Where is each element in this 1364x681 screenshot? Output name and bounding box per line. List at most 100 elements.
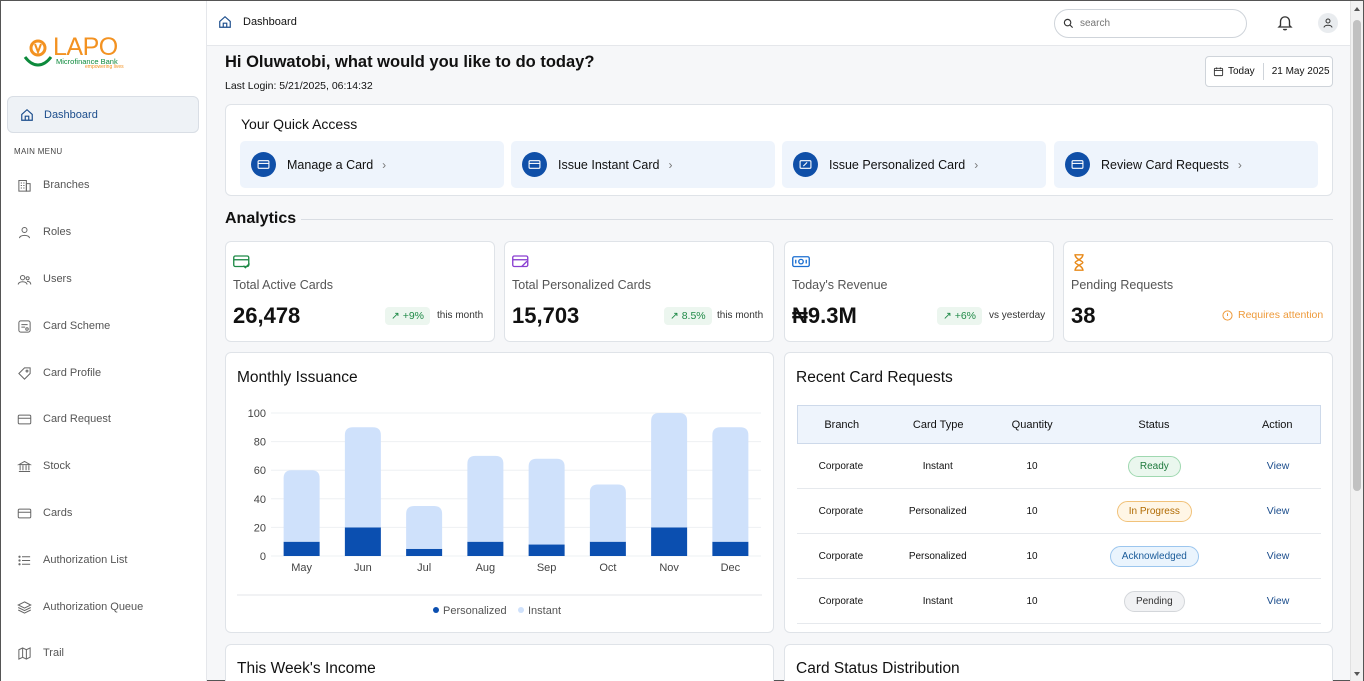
bar-personalized-sep <box>528 544 565 556</box>
sidebar-item-label: Dashboard <box>44 108 98 121</box>
stat-card-active-cards: Total Active Cards 26,478 ↗ +9% this mon… <box>225 241 495 342</box>
breadcrumb[interactable]: Dashboard <box>218 15 297 29</box>
search-input[interactable] <box>1080 18 1230 29</box>
x-tick-label: Nov <box>659 562 679 574</box>
view-link[interactable]: View <box>1266 550 1290 562</box>
recent-card-requests-panel: Recent Card Requests Branch Card Type Qu… <box>784 352 1333 633</box>
review-card-requests-button[interactable]: Review Card Requests › <box>1054 141 1318 188</box>
x-tick-label: May <box>291 562 312 574</box>
bell-icon[interactable] <box>1276 13 1294 32</box>
bar-personalized-dec <box>712 541 749 556</box>
page-scrollbar[interactable] <box>1350 1 1363 681</box>
bar-personalized-jun <box>344 527 381 556</box>
chevron-right-icon: › <box>974 157 979 172</box>
stat-card-pending: Pending Requests 38 Requires attention <box>1063 241 1333 342</box>
cell-action: View <box>1235 595 1321 607</box>
bar-instant-oct <box>589 484 626 542</box>
search-box[interactable] <box>1054 9 1247 38</box>
date-value: 21 May 2025 <box>1271 66 1330 77</box>
brand-name: LAPO <box>53 33 118 61</box>
scroll-down-arrow-icon[interactable] <box>1354 672 1360 676</box>
table-row: Corporate Instant 10 Ready View <box>797 444 1321 489</box>
sidebar-item-label: Authorization Queue <box>43 601 144 613</box>
user-avatar[interactable] <box>1318 13 1338 33</box>
legend-marker <box>433 607 439 613</box>
monthly-issuance-chart: 0 20 40 60 80 100 May Jun Jul Aug Sep Oct Nov Dec Pers… <box>237 408 762 617</box>
sidebar-item-users[interactable]: Users <box>17 269 72 289</box>
cell-card-type: Personalized <box>908 505 967 517</box>
weekly-income-panel: This Week's Income <box>225 644 774 681</box>
view-link[interactable]: View <box>1266 595 1290 607</box>
search-icon <box>1063 18 1074 29</box>
bar-personalized-jul <box>406 548 443 556</box>
sidebar-item-authorization-list[interactable]: Authorization List <box>17 550 127 570</box>
sidebar-item-label: Roles <box>43 226 72 238</box>
quick-access-label: Issue Personalized Card <box>829 157 966 172</box>
building-icon <box>18 179 31 192</box>
cell-action: View <box>1235 460 1321 472</box>
issue-personalized-card-button[interactable]: Issue Personalized Card › <box>782 141 1046 188</box>
cell-action: View <box>1235 505 1321 517</box>
tag-icon <box>18 366 31 380</box>
stat-label: Today's Revenue <box>792 278 888 292</box>
stat-period: this month <box>717 310 764 321</box>
col-status: Status <box>1138 418 1170 431</box>
bar-personalized-may <box>283 541 320 556</box>
sidebar-item-card-profile[interactable]: Card Profile <box>17 363 101 383</box>
top-bar: Dashboard <box>207 1 1363 46</box>
stat-card-personalized-cards: Total Personalized Cards 15,703 ↗ 8.5% t… <box>504 241 774 342</box>
quick-access-label: Manage a Card <box>287 157 374 172</box>
bar-instant-may <box>283 470 320 542</box>
cell-card-type: Instant <box>922 460 953 472</box>
bar-personalized-oct <box>589 541 626 556</box>
home-icon <box>21 108 33 121</box>
cell-status: Ready <box>1073 455 1235 477</box>
sidebar-item-label: Branches <box>43 179 90 191</box>
manage-card-button[interactable]: Manage a Card › <box>240 141 504 188</box>
home-icon <box>219 15 231 28</box>
card-icon <box>528 160 541 169</box>
issue-instant-card-button[interactable]: Issue Instant Card › <box>511 141 775 188</box>
legend-label: Personalized <box>443 605 507 617</box>
cell-status: In Progress <box>1073 500 1235 522</box>
sidebar-item-roles[interactable]: Roles <box>17 222 71 242</box>
logo-leaf-icon <box>23 39 53 67</box>
stat-value: ₦9.3M <box>792 303 857 328</box>
brand-subtitle: Microfinance Bank <box>56 57 118 66</box>
sidebar-item-authorization-queue[interactable]: Authorization Queue <box>17 597 143 617</box>
map-icon <box>18 646 31 660</box>
view-link[interactable]: View <box>1266 505 1290 517</box>
stat-period: vs yesterday <box>989 310 1046 321</box>
hourglass-icon <box>1074 254 1084 271</box>
scrollbar-thumb[interactable] <box>1353 20 1361 491</box>
sidebar-item-stock[interactable]: Stock <box>17 456 71 476</box>
sidebar-item-cards[interactable]: Cards <box>17 503 72 523</box>
sidebar-item-label: Card Request <box>43 413 111 425</box>
sidebar-item-card-request[interactable]: Card Request <box>17 409 111 429</box>
quick-access-title: Your Quick Access <box>241 116 358 132</box>
y-tick-label: 80 <box>254 437 266 449</box>
stat-label: Pending Requests <box>1071 278 1174 292</box>
sidebar-item-dashboard[interactable]: Dashboard <box>7 96 199 133</box>
table-row: Corporate Personalized 10 In Progress View <box>797 489 1321 534</box>
table-row: Corporate Personalized 10 Acknowledged View <box>797 534 1321 579</box>
sidebar-item-branches[interactable]: Branches <box>17 175 89 195</box>
sidebar-item-card-scheme[interactable]: Card Scheme <box>17 316 110 336</box>
sidebar-item-trail[interactable]: Trail <box>17 643 64 663</box>
date-picker[interactable]: Today 21 May 2025 <box>1205 56 1333 87</box>
sidebar-item-label: Card Scheme <box>43 320 111 332</box>
quick-access-label: Review Card Requests <box>1101 157 1229 172</box>
bar-instant-jun <box>344 427 381 528</box>
cell-quantity: 10 <box>1026 460 1038 472</box>
x-tick-label: Sep <box>537 562 557 574</box>
cell-card-type: Instant <box>922 595 953 607</box>
table-row: Corporate Instant 10 Pending View <box>797 579 1321 624</box>
y-tick-label: 40 <box>254 494 266 506</box>
status-badge: Acknowledged <box>1109 545 1199 567</box>
chevron-right-icon: › <box>382 157 387 172</box>
scroll-up-arrow-icon[interactable] <box>1354 7 1360 11</box>
view-link[interactable]: View <box>1266 460 1290 472</box>
stat-label: Total Personalized Cards <box>512 278 651 292</box>
y-tick-label: 100 <box>248 408 266 420</box>
status-badge: In Progress <box>1116 500 1192 522</box>
